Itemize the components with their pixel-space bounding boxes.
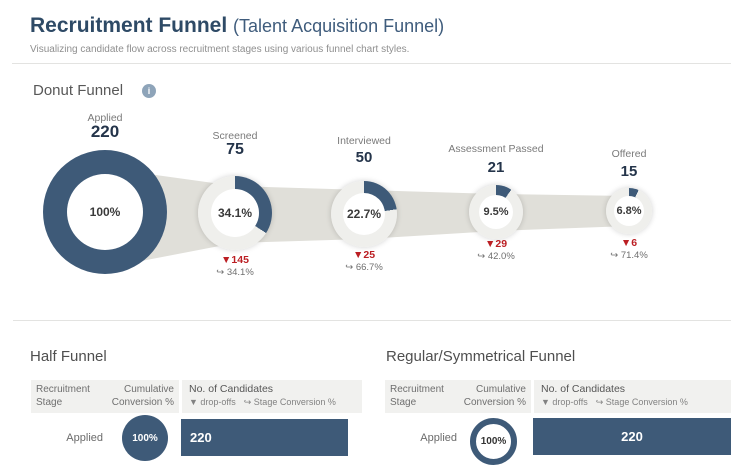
stage-conversion-value: ↪ 42.0% [477,251,515,262]
page-title-main: Recruitment Funnel [30,14,228,37]
donut-center-label: 22.7% [343,193,385,235]
regular-funnel-row-stage: Applied [420,432,457,444]
dropoffs-legend: ▼ drop-offs [189,397,236,407]
stage-conversion-legend: ↪ Stage Conversion % [595,397,688,407]
stage-value: 75 [226,141,244,158]
regular-funnel-header-right: No. of Candidates ▼ drop-offs ↪ Stage Con… [534,380,731,413]
regular-funnel-title: Regular/Symmetrical Funnel [386,348,576,365]
page-subtitle: Visualizing candidate flow across recrui… [30,44,410,55]
half-funnel-bar-label: 220 [190,430,212,445]
recruitment-funnel-dashboard: Recruitment Funnel (Talent Acquisition F… [12,14,731,465]
stage-label: Offered [611,148,647,160]
stage-conversion-value: ↪ 34.1% [216,267,254,278]
donut-center-label: 6.8% [614,196,644,226]
col-header-recruitment-stage: Recruitment Stage [36,384,90,408]
half-funnel-candidates-bar[interactable]: 220 [181,419,348,456]
half-funnel-row-stage: Applied [66,432,103,444]
half-funnel-header-right: No. of Candidates ▼ drop-offs ↪ Stage Con… [182,380,362,413]
donut-center-label: 34.1% [211,189,259,237]
col-header-cumulative-conversion: Cumulative Conversion % [111,384,174,408]
dropoff-value: ▼6 [620,237,638,249]
col-header-candidates: No. of Candidates [189,383,274,395]
stage-value: 220 [90,122,120,141]
regular-funnel-header-left: Recruitment Stage Cumulative Conversion … [385,380,531,413]
donut-center-label: 100% [67,174,143,250]
page-title-suffix: (Talent Acquisition Funnel) [233,16,445,36]
donut-chart[interactable]: 6.8% [606,188,652,234]
stage-label: Screened [212,130,258,142]
regular-funnel-candidates-bar[interactable]: 220 [533,418,731,455]
half-funnel-conversion-badge[interactable]: 100% [122,415,168,461]
stage-label: Applied [87,112,123,124]
col-header-cumulative-conversion: Cumulative Conversion % [463,384,526,408]
col-header-candidates-sub: ▼ drop-offs ↪ Stage Conversion % [189,396,355,408]
regular-funnel-badge-label: 100% [480,436,507,447]
donut-chart[interactable]: 100% [43,150,167,274]
stage-value: 50 [355,149,373,166]
col-header-recruitment-stage: Recruitment Stage [390,384,444,408]
stage-conversion-value: ↪ 66.7% [345,262,383,273]
donut-chart[interactable]: 9.5% [469,185,523,239]
stage-value: 21 [487,159,505,176]
dropoffs-legend: ▼ drop-offs [541,397,588,407]
donut-chart[interactable]: 22.7% [331,181,397,247]
page-title: Recruitment Funnel (Talent Acquisition F… [30,14,444,38]
regular-funnel-bar-label: 220 [621,429,643,444]
dropoff-value: ▼145 [221,254,249,266]
half-funnel-header-left: Recruitment Stage Cumulative Conversion … [31,380,179,413]
half-funnel-title: Half Funnel [30,348,107,365]
stage-conversion-legend: ↪ Stage Conversion % [243,397,336,407]
dropoff-value: ▼29 [484,238,508,250]
donut-stages: Applied 220 100% Screened 75 34.1% ▼145 ↪ 34.1%… [43,112,652,278]
col-header-candidates: No. of Candidates [541,383,626,395]
stage-label: Assessment Passed [448,143,544,155]
col-header-candidates-sub: ▼ drop-offs ↪ Stage Conversion % [541,396,724,408]
half-funnel-badge-label: 100% [132,432,158,444]
stage-value: 15 [620,163,638,180]
donut-chart[interactable]: 34.1% [198,176,272,250]
top-divider [12,63,731,64]
info-icon[interactable]: i [142,84,156,98]
stage-label: Interviewed [337,135,391,147]
donut-funnel-title: Donut Funnel [33,82,124,99]
middle-divider [13,320,731,321]
stage-conversion-value: ↪ 71.4% [610,250,648,261]
dropoff-value: ▼25 [352,249,376,261]
donut-center-label: 9.5% [479,195,513,229]
